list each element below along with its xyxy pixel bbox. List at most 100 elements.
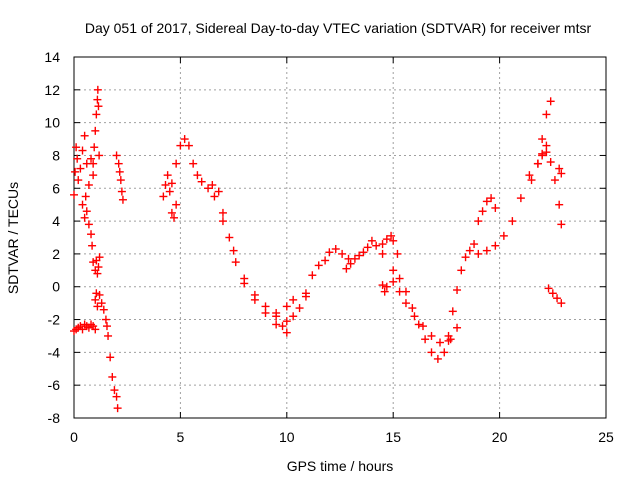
data-point — [461, 253, 470, 262]
data-point — [453, 286, 462, 295]
data-point — [78, 200, 87, 209]
plot-frame — [73, 56, 607, 419]
data-point — [533, 159, 542, 168]
data-point — [457, 266, 466, 275]
data-point — [382, 282, 391, 291]
data-point — [393, 249, 402, 258]
data-point — [117, 187, 126, 196]
data-point — [231, 258, 240, 267]
data-point — [94, 102, 103, 111]
data-point — [112, 392, 121, 401]
chart-title: Day 051 of 2017, Sidereal Day-to-day VTE… — [85, 20, 592, 36]
y-tick-label: -6 — [48, 377, 61, 393]
y-tick-label: 10 — [44, 115, 60, 131]
data-point — [170, 213, 179, 222]
data-point — [272, 320, 281, 329]
data-point — [295, 304, 304, 313]
y-axis-label: SDTVAR / TECUs — [5, 182, 21, 294]
data-point — [548, 289, 557, 298]
data-point — [99, 305, 108, 314]
y-tick-label: -2 — [48, 312, 61, 328]
y-tick-label: 12 — [44, 82, 60, 98]
data-point — [401, 299, 410, 308]
y-tick-label: 6 — [52, 180, 60, 196]
data-point — [102, 322, 111, 331]
y-tick-label: -8 — [48, 410, 61, 426]
grid — [74, 57, 606, 418]
data-point — [338, 249, 347, 258]
data-point — [378, 249, 387, 258]
data-point — [372, 241, 381, 250]
data-point — [448, 307, 457, 316]
data-point — [282, 317, 291, 326]
y-tick-label: -4 — [48, 344, 61, 360]
x-tick-label: 10 — [279, 429, 295, 445]
data-point — [389, 277, 398, 286]
data-point — [218, 208, 227, 217]
data-point — [478, 207, 487, 216]
data-point — [189, 159, 198, 168]
x-tick-label: 15 — [385, 429, 401, 445]
data-point — [363, 243, 372, 252]
data-point — [180, 135, 189, 144]
data-point — [84, 220, 93, 229]
data-point — [106, 353, 115, 362]
data-point — [172, 159, 181, 168]
data-point — [176, 141, 185, 150]
data-point — [378, 281, 387, 290]
data-point — [81, 192, 90, 201]
data-point — [557, 169, 566, 178]
data-point — [71, 167, 80, 176]
y-axis-ticks: -8 -6 -4 -2 0 2 4 6 8 10 12 14 — [44, 49, 606, 426]
data-point — [421, 335, 430, 344]
data-point — [427, 331, 436, 340]
data-point — [544, 284, 553, 293]
data-point — [546, 97, 555, 106]
data-points — [70, 85, 566, 413]
data-point — [163, 171, 172, 180]
data-point — [104, 331, 113, 340]
data-point — [282, 328, 291, 337]
data-point — [278, 322, 287, 331]
y-tick-label: 8 — [52, 147, 60, 163]
data-point — [482, 246, 491, 255]
data-point — [115, 167, 124, 176]
data-point — [73, 154, 82, 163]
data-point — [436, 338, 445, 347]
data-point — [474, 217, 483, 226]
data-point — [80, 131, 89, 140]
data-point — [108, 372, 117, 381]
data-point — [525, 171, 534, 180]
data-point — [465, 246, 474, 255]
data-point — [118, 195, 127, 204]
data-point — [92, 110, 101, 119]
x-axis-label: GPS time / hours — [287, 458, 394, 474]
data-point — [161, 180, 170, 189]
data-point — [289, 312, 298, 321]
data-point — [487, 194, 496, 203]
data-point — [538, 135, 547, 144]
data-point — [184, 141, 193, 150]
data-point — [282, 302, 291, 311]
data-point — [308, 271, 317, 280]
data-point — [389, 236, 398, 245]
data-point — [93, 95, 102, 104]
data-point — [380, 287, 389, 296]
data-point — [218, 217, 227, 226]
data-point — [95, 151, 104, 160]
data-point — [395, 274, 404, 283]
data-point — [382, 235, 391, 244]
x-tick-label: 25 — [598, 429, 614, 445]
data-point — [70, 190, 78, 199]
data-point — [314, 261, 323, 270]
data-point — [325, 248, 334, 257]
data-point — [499, 231, 508, 240]
data-point — [101, 315, 110, 324]
y-tick-label: 2 — [52, 246, 60, 262]
data-point — [491, 241, 500, 250]
data-point — [89, 171, 98, 180]
data-point — [272, 308, 281, 317]
data-point — [555, 164, 564, 173]
x-tick-label: 20 — [492, 429, 508, 445]
